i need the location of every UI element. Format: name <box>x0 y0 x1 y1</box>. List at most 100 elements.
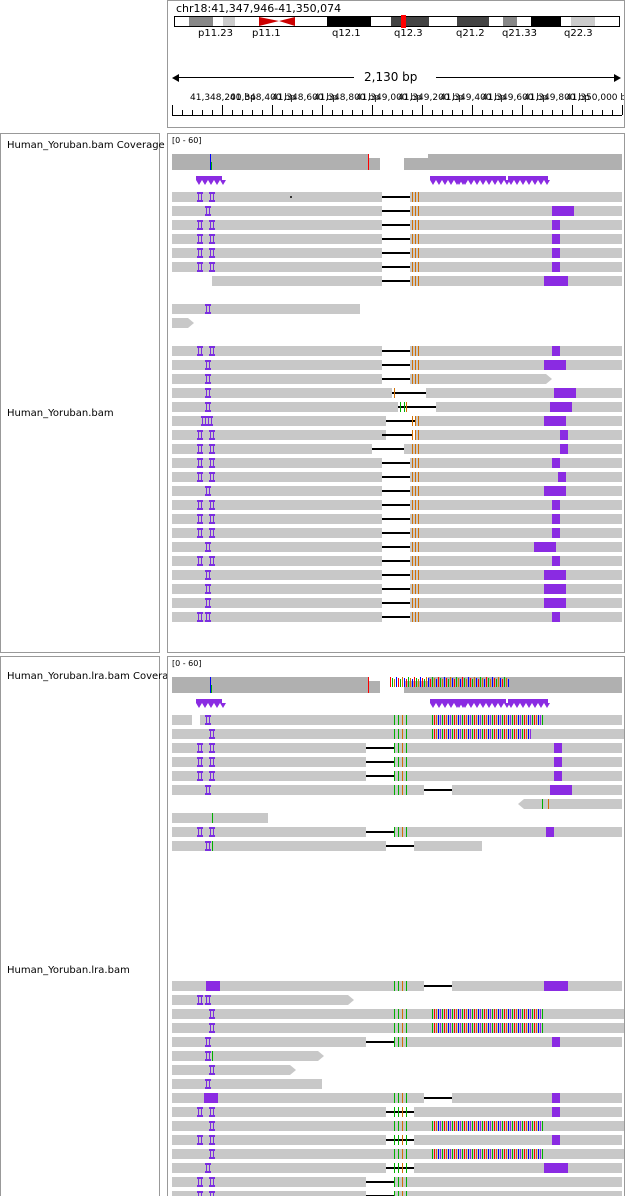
mismatch <box>536 715 537 725</box>
insertion-marker <box>514 703 520 708</box>
mismatch <box>402 785 403 795</box>
insertion <box>205 1079 211 1089</box>
mismatch <box>402 1135 403 1145</box>
mismatch <box>444 729 445 739</box>
insertion <box>209 248 215 258</box>
insertion-block <box>552 1107 560 1117</box>
mismatch <box>466 729 467 739</box>
read <box>404 444 622 454</box>
mismatch <box>526 1149 527 1159</box>
deletion <box>382 210 410 212</box>
mismatch <box>436 1121 437 1131</box>
mismatch <box>490 1009 491 1019</box>
mismatch <box>490 729 491 739</box>
mismatch <box>406 1037 407 1047</box>
span-arrow-right <box>614 74 621 82</box>
mismatch <box>490 1023 491 1033</box>
mismatch <box>510 715 511 725</box>
coverage-mismatch <box>454 679 455 687</box>
mismatch <box>458 1023 459 1033</box>
insertion-block <box>544 276 568 286</box>
mismatch <box>402 1023 403 1033</box>
mismatch <box>540 1009 541 1019</box>
mismatch <box>432 1149 433 1159</box>
chromosome-ideogram[interactable] <box>174 15 620 28</box>
deletion <box>382 518 410 520</box>
mismatch <box>402 729 403 739</box>
mismatch <box>398 771 399 781</box>
mismatch <box>406 771 407 781</box>
mismatch <box>415 472 416 482</box>
ruler-tick <box>322 105 323 115</box>
mismatch <box>440 1149 441 1159</box>
insertion-block <box>552 556 560 566</box>
coverage-mismatch <box>424 679 425 687</box>
ruler-tick <box>172 105 173 115</box>
mismatch <box>534 715 535 725</box>
deletion <box>382 378 410 380</box>
mismatch <box>406 729 407 739</box>
insertion-block <box>554 771 562 781</box>
mismatch <box>402 1009 403 1019</box>
mismatch <box>482 1121 483 1131</box>
insertion <box>209 444 215 454</box>
alignment-track-name[interactable]: Human_Yoruban.lra.bam <box>7 965 130 976</box>
deletion <box>382 280 410 282</box>
alignment-track-name[interactable]: Human_Yoruban.bam <box>7 408 114 419</box>
mismatch <box>526 715 527 725</box>
coverage-mismatch <box>458 678 459 687</box>
ruler[interactable]: 41,348,200 bp 41,348,400 bp 41,348,600 b… <box>168 93 624 123</box>
mismatch <box>518 1121 519 1131</box>
mismatch <box>406 981 407 991</box>
insertion <box>197 220 203 230</box>
coverage-track-name[interactable]: Human_Yoruban.bam Coverage <box>7 140 165 151</box>
mismatch <box>486 1149 487 1159</box>
mismatch <box>418 192 419 202</box>
deletion <box>382 616 410 618</box>
mismatch <box>440 715 441 725</box>
ruler-tick <box>592 110 593 115</box>
track1-name-panel: Human_Yoruban.bam Coverage Human_Yoruban… <box>0 133 165 653</box>
read-direction <box>290 1065 296 1075</box>
mismatch <box>415 570 416 580</box>
mismatch <box>398 1093 399 1103</box>
mismatch <box>406 827 407 837</box>
coverage-mismatch <box>476 678 477 687</box>
coverage-bar <box>172 677 368 693</box>
mismatch <box>456 1023 457 1033</box>
mismatch <box>514 715 515 725</box>
coverage-mismatch <box>394 679 395 687</box>
ruler-axis <box>172 115 622 116</box>
mismatch <box>406 757 407 767</box>
coverage-bar <box>368 681 380 693</box>
mismatch <box>474 1149 475 1159</box>
track1-data-panel[interactable]: [0 - 60] <box>167 133 625 653</box>
read <box>452 785 622 795</box>
mismatch <box>504 1121 505 1131</box>
span-label: 2,130 bp <box>364 70 418 84</box>
read <box>394 1191 622 1196</box>
mismatch <box>412 248 413 258</box>
band-label: q21.33 <box>502 28 537 39</box>
mismatch <box>506 1023 507 1033</box>
mismatch <box>415 276 416 286</box>
track2-data-panel[interactable]: [0 - 60] <box>167 656 625 1196</box>
mismatch <box>446 1023 447 1033</box>
ruler-tick <box>292 110 293 115</box>
mismatch <box>484 1121 485 1131</box>
mismatch <box>506 715 507 725</box>
ruler-label: 41,349,800 bp <box>524 93 590 103</box>
mismatch <box>484 715 485 725</box>
mismatch <box>502 729 503 739</box>
coverage-mismatch <box>482 678 483 687</box>
insertion <box>209 458 215 468</box>
mismatch <box>448 1009 449 1019</box>
coverage-mismatch <box>468 677 469 687</box>
insertion <box>197 757 203 767</box>
insertion <box>205 206 211 216</box>
mismatch <box>508 1121 509 1131</box>
mismatch <box>492 715 493 725</box>
insertion <box>197 1107 203 1117</box>
coverage-track-name[interactable]: Human_Yoruban.lra.bam Coverage <box>7 671 181 682</box>
mismatch <box>480 729 481 739</box>
